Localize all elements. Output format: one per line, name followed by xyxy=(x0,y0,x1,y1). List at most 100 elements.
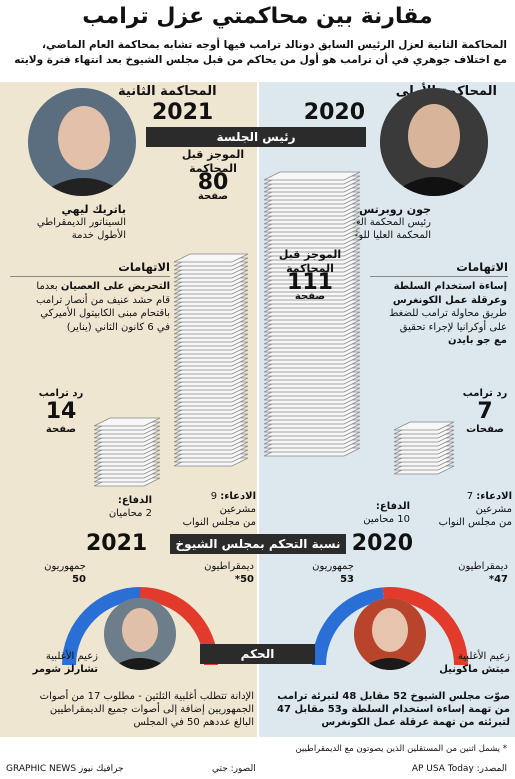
rep-label: جمهوريون xyxy=(44,561,86,572)
reply-label: رد ترامب xyxy=(38,388,84,399)
prosecution-label: الادعاء: xyxy=(476,491,512,502)
source: المصدر: AP USA Today xyxy=(411,764,507,774)
brief-unit: صفحة xyxy=(197,191,229,202)
prosecution-value-2: من مجلس النواب xyxy=(182,517,256,528)
footnote: * يشمل اثنين من المستقلين الذين يصوتون م… xyxy=(295,744,507,754)
prosecution-value-1: 9 مشرعين xyxy=(210,491,256,515)
brief-line-2: المحاكمة xyxy=(286,262,334,275)
dem-value: 47* xyxy=(488,574,508,585)
judge-role-2: المحكمة العليا للولايات المتحدة xyxy=(302,230,431,241)
defense-label: الدفاع: xyxy=(117,495,152,506)
trial2-verdict: الإدانة تتطلب أغلبية الثلثين - مطلوب 17 … xyxy=(6,690,254,729)
trial1-leader: زعيم الأغلبية ميتش ماكونيل xyxy=(430,650,510,676)
person-icon xyxy=(28,88,136,196)
reply-unit: صفحة xyxy=(45,424,77,435)
reply-pages: 14 xyxy=(45,399,77,424)
trial1-dem: ديمقراطيون 47* xyxy=(430,560,508,586)
paper-sheet xyxy=(93,417,161,427)
trial2-label: المحاكمة الثانية xyxy=(118,84,217,99)
trial2-charges-title: الاتهامات xyxy=(10,258,170,277)
trial2-dem: ديمقراطيون 50* xyxy=(176,560,254,586)
trial1-senate-arc xyxy=(312,587,468,665)
prosecution-label: الادعاء: xyxy=(220,491,256,502)
charge-line-2: قام حشد عنيف من أنصار ترامب xyxy=(36,294,170,306)
brief-pages: 111 xyxy=(287,270,333,295)
intro-text: المحاكمة الثانية لعزل الرئيس السابق دونا… xyxy=(8,38,507,68)
republican-arc xyxy=(312,587,384,665)
trial2-charges: التحريض على العصيان بعدما قام حشد عنيف م… xyxy=(8,280,170,334)
verdict-line-3: البالغ عددهم 50 في المجلس xyxy=(133,717,254,728)
paper-sheet xyxy=(393,421,455,431)
prosecution-value-1: 7 مشرعين xyxy=(466,491,512,515)
charge-line-5: مع جو بايدن xyxy=(447,335,507,346)
verdict-line-1: صوّت مجلس الشيوخ 52 مقابل 48 لتبرئة ترام… xyxy=(277,691,510,702)
charge-bold: التحريض على العصيان xyxy=(60,281,170,292)
trial1-prosecution: الادعاء: 7 مشرعين من مجلس النواب xyxy=(432,490,512,529)
dem-value: 50* xyxy=(234,574,254,585)
trial2-rep: جمهوريون 50 xyxy=(8,560,86,586)
trial1-reply-stack xyxy=(393,421,455,475)
verdict-line-2: الجمهوريين إضافة إلى أصوات جميع الديمقرا… xyxy=(49,704,254,715)
prosecution-value-2: من مجلس النواب xyxy=(438,517,512,528)
reply-unit: صفحات xyxy=(466,424,504,435)
trial2-leader: زعيم الأغلبية تشارلز شومر xyxy=(18,650,98,676)
charge-line-3: طريق محاولة ترامب للضغط xyxy=(389,308,507,319)
democrat-arc xyxy=(382,587,468,665)
paper-sheet xyxy=(263,171,361,181)
brief-line-2: المحاكمة xyxy=(189,162,237,175)
portrait-schumer xyxy=(104,598,176,670)
trial1-brief-label: الموجز قبل المحاكمة 111 صفحة xyxy=(275,248,345,304)
verdict-line-1: الإدانة تتطلب أغلبية الثلثين - مطلوب 17 … xyxy=(39,691,254,702)
trial2-brief-stack xyxy=(173,253,249,467)
rep-value: 50 xyxy=(72,574,86,585)
verdict-line-2: من تهمة إساءة استخدام السلطة و53 مقابل 4… xyxy=(277,704,510,715)
judge-role-2: الأطول خدمة xyxy=(71,230,126,241)
intro-line-2: مع اختلاف جوهري في أن ترامب هو أول من يح… xyxy=(14,54,507,66)
judge-name: باتريك ليهي xyxy=(61,203,126,216)
trial1-brief-stack xyxy=(263,171,361,457)
rep-value: 53 xyxy=(340,574,354,585)
person-icon xyxy=(380,88,488,196)
charge-line-4: على أوكرانيا لإجراء تحقيق xyxy=(399,321,507,333)
portrait-roberts xyxy=(380,88,488,196)
intro-line-1: المحاكمة الثانية لعزل الرئيس السابق دونا… xyxy=(42,39,507,51)
trial2-year: 2021 xyxy=(152,100,214,125)
image-credit: الصور: جتي xyxy=(212,764,256,774)
reply-label: رد ترامب xyxy=(462,388,508,399)
trial1-reply: رد ترامب 7 صفحات xyxy=(460,388,510,435)
charge-line-2: وعرقلة عمل الكونغرس xyxy=(392,294,507,306)
trial1-senate-year: 2020 xyxy=(351,531,413,556)
charge-line-1: إساءة استخدام السلطة xyxy=(393,281,507,292)
trial1-defense: الدفاع: 10 محامين xyxy=(340,500,410,526)
trial2-reply-stack xyxy=(93,417,161,487)
defense-value: 2 محاميان xyxy=(108,508,152,519)
charge-line-3: باقتحام مبنى الكابيتول الأميركي xyxy=(40,308,170,319)
page-title: مقارنة بين محاكمتي عزل ترامب xyxy=(82,4,433,29)
verdict-banner: الحكم xyxy=(200,644,315,664)
leader-name: تشارلز شومر xyxy=(32,664,98,675)
judge-role-1: رئيس المحكمة العليا، xyxy=(343,217,431,228)
brief-pages: 80 xyxy=(197,170,229,195)
trial1-judge: جون روبرتس رئيس المحكمة العليا، المحكمة … xyxy=(303,203,431,242)
trial2-defense: الدفاع: 2 محاميان xyxy=(82,494,152,520)
trial2-judge: باتريك ليهي السيناتور الديمقراطي الأطول … xyxy=(26,203,126,242)
column-divider xyxy=(257,82,259,737)
judge-role-1: السيناتور الديمقراطي xyxy=(36,217,126,228)
trial2-reply: رد ترامب 14 صفحة xyxy=(36,388,86,435)
senate-banner: نسبة التحكم بمجلس الشيوخ xyxy=(170,534,346,554)
dem-label: ديمقراطيون xyxy=(204,561,254,572)
leader-name: ميتش ماكونيل xyxy=(439,664,510,675)
charge-line-1: بعدما xyxy=(36,281,61,292)
person-icon xyxy=(354,598,426,670)
rep-label: جمهوريون xyxy=(312,561,354,572)
brief-unit: صفحة xyxy=(294,291,326,302)
defense-label: الدفاع: xyxy=(375,501,410,512)
republican-arc xyxy=(62,587,140,665)
leader-label: زعيم الأغلبية xyxy=(45,651,98,662)
trial2-brief-label: الموجز قبل المحاكمة 80 صفحة xyxy=(178,148,248,204)
paper-sheet xyxy=(173,253,249,263)
person-icon xyxy=(104,598,176,670)
portrait-leahy xyxy=(28,88,136,196)
charge-line-4: في 6 كانون الثاني (يناير) xyxy=(66,321,170,333)
